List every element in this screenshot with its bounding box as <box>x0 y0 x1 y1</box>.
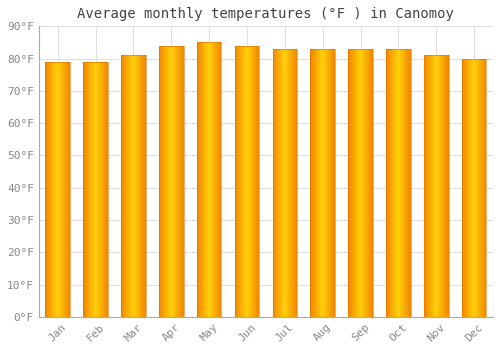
Bar <box>462 58 486 317</box>
Bar <box>46 62 70 317</box>
Bar <box>84 62 108 317</box>
Bar <box>159 46 184 317</box>
Bar <box>348 49 373 317</box>
Bar <box>121 55 146 317</box>
Bar <box>386 49 410 317</box>
Bar <box>424 55 448 317</box>
Bar <box>310 49 335 317</box>
Bar <box>234 46 260 317</box>
Bar <box>272 49 297 317</box>
Bar <box>197 42 222 317</box>
Title: Average monthly temperatures (°F ) in Canomoy: Average monthly temperatures (°F ) in Ca… <box>78 7 454 21</box>
